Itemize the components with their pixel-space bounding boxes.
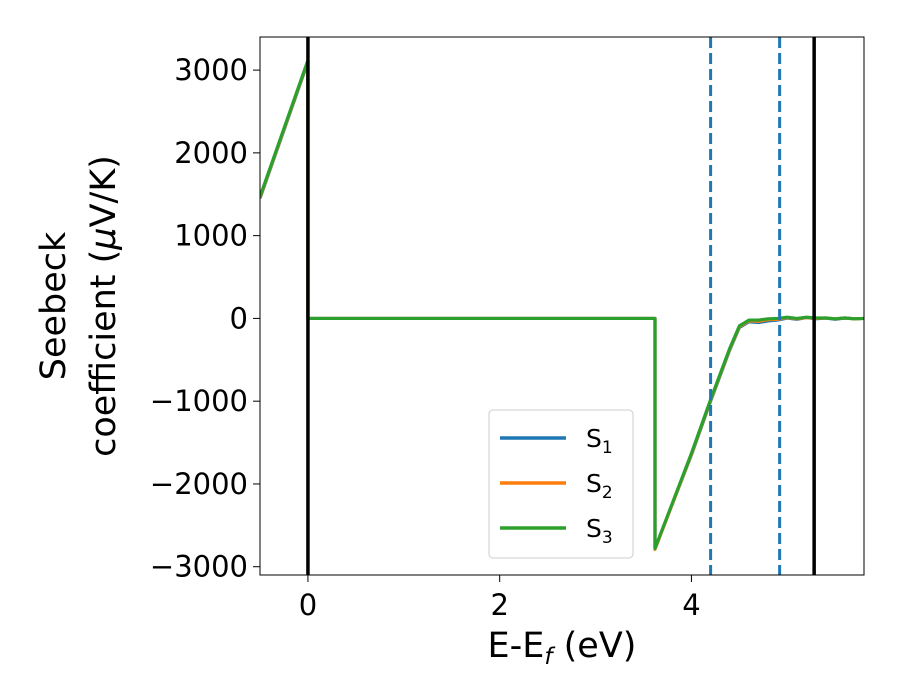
x-axis-title: E-Ef (eV) xyxy=(488,626,637,670)
y-tick-label: 2000 xyxy=(174,136,248,170)
y-tick-label: −1000 xyxy=(150,384,248,418)
y-tick-label: 0 xyxy=(230,301,248,335)
y-tick-label: −3000 xyxy=(150,550,248,584)
y-tick-label: −2000 xyxy=(150,467,248,501)
legend: S1 S2 S3 xyxy=(488,409,634,559)
axis-ticks: 0 2 4 3000 2000 1000 0 −1000 −2000 −3000 xyxy=(150,53,701,622)
x-tick-label: 0 xyxy=(299,588,317,622)
series-line-s3 xyxy=(260,58,864,551)
plot-frame xyxy=(259,36,865,576)
legend-label-s2: S2 xyxy=(586,469,613,503)
x-tick-label: 2 xyxy=(490,588,508,622)
y-axis-title-line1: Seebeck xyxy=(34,231,74,380)
y-axis-title-line2: coefficient (μV/K) xyxy=(84,155,124,457)
legend-label-s1: S1 xyxy=(586,424,613,458)
legend-label-s3: S3 xyxy=(586,514,613,548)
plot-area xyxy=(260,37,864,575)
y-axis-title: Seebeck coefficient (μV/K) xyxy=(34,155,124,457)
y-tick-label: 3000 xyxy=(174,53,248,87)
y-tick-label: 1000 xyxy=(174,219,248,253)
x-tick-label: 4 xyxy=(682,588,700,622)
